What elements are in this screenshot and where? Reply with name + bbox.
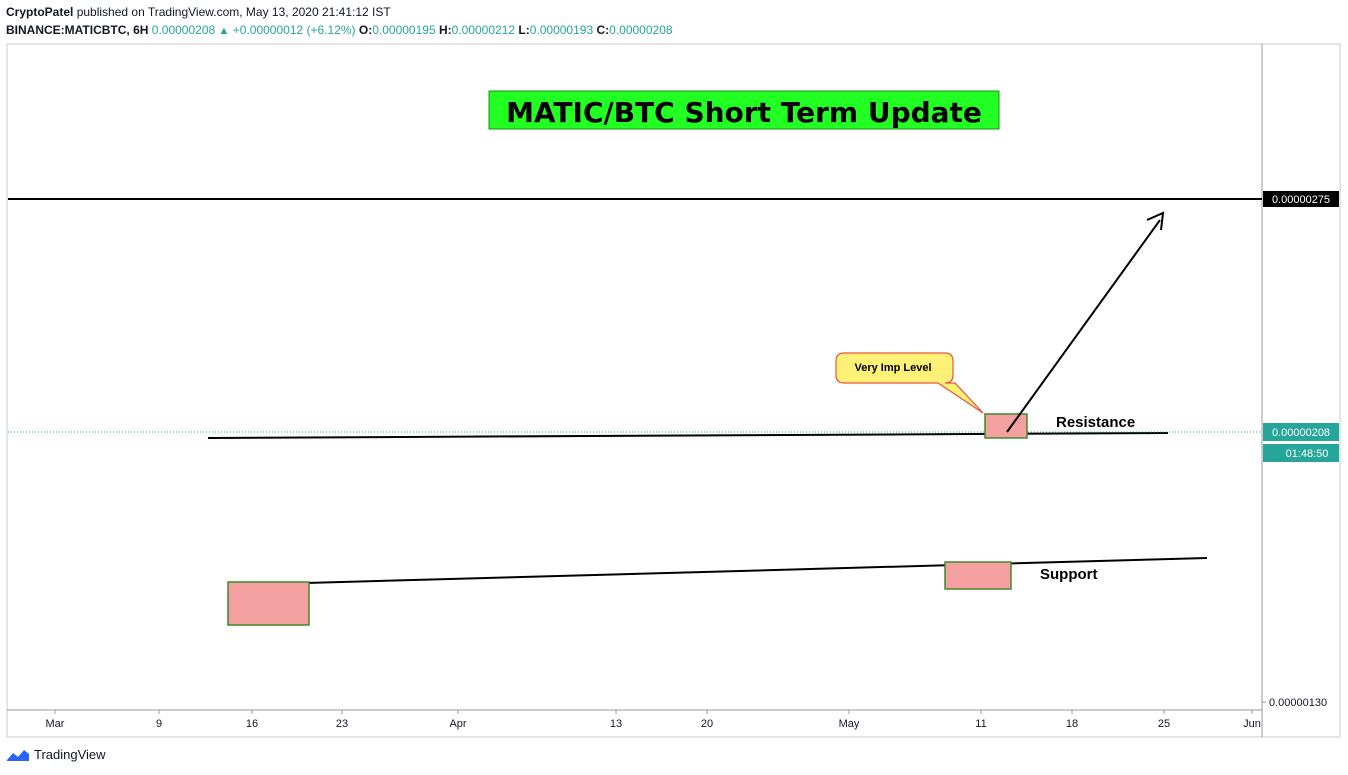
price-markers: 0.00000275 0.00000208 01:48:50 (1263, 191, 1339, 462)
chart-title: MATIC/BTC Short Term Update (506, 96, 982, 129)
current-price-label: 0.00000208 (1272, 427, 1330, 439)
open-label: O: (358, 23, 373, 37)
time-tick-label: May (839, 718, 860, 730)
target-price-marker[interactable] (1263, 191, 1339, 207)
support-label: Support (1040, 566, 1098, 583)
price-tick-label: 0.00000130 (1269, 697, 1327, 709)
publish-line: CryptoPatel published on TradingView.com… (6, 4, 673, 21)
time-axis[interactable]: Mar 9 16 23 Apr 13 20 May 11 18 25 Jun (46, 710, 1261, 730)
drawings-layer: MATIC/BTC Short Term Update Very Imp Lev… (8, 90, 1262, 626)
time-tick-label: 23 (336, 718, 348, 730)
chart-frame (6, 43, 1341, 738)
countdown-label: 01:48:50 (1286, 448, 1329, 460)
time-tick-label: Mar (46, 718, 65, 730)
price-axis[interactable]: 0.000001300.000001400.000001500.00000160… (1262, 0, 1327, 709)
publish-info: published on TradingView.com, May 13, 20… (76, 5, 391, 19)
countdown-marker (1263, 444, 1339, 462)
title-banner[interactable] (488, 90, 1000, 130)
support-zone-box-may[interactable] (944, 561, 1012, 590)
support-line[interactable] (269, 557, 1208, 585)
callout-bubble[interactable] (835, 352, 984, 414)
author-name[interactable]: CryptoPatel (6, 5, 74, 19)
target-price-label: 0.00000275 (1272, 194, 1330, 206)
time-tick-label: 13 (610, 718, 622, 730)
support-zone-box-march[interactable] (227, 581, 310, 626)
close-label: C: (596, 23, 610, 37)
low-value: 0.00000193 (529, 23, 594, 37)
time-tick-label: Apr (449, 718, 466, 730)
time-tick-label: 9 (156, 718, 162, 730)
resistance-label: Resistance (1056, 414, 1135, 431)
ohlc-line: BINANCE:MATICBTC, 6H 0.00000208 ▲ +0.000… (6, 22, 673, 40)
high-value: 0.00000212 (451, 23, 516, 37)
target-arrow-line[interactable] (1006, 219, 1161, 433)
time-tick-label: Jun (1243, 718, 1261, 730)
price-change: +0.00000012 (+6.12%) (232, 23, 356, 37)
time-tick-label: 20 (701, 718, 713, 730)
price-chart[interactable]: 0.000001300.000001400.000001500.00000160… (0, 0, 1348, 745)
chart-header: CryptoPatel published on TradingView.com… (6, 4, 673, 40)
close-value: 0.00000208 (609, 23, 673, 37)
open-value: 0.00000195 (372, 23, 436, 37)
symbol-label: BINANCE:MATICBTC, 6H (6, 23, 149, 37)
resistance-zone-box[interactable] (984, 413, 1028, 439)
time-tick-label: 18 (1066, 718, 1078, 730)
high-label: H: (438, 23, 452, 37)
tradingview-logo-icon (7, 749, 29, 761)
up-arrow-icon: ▲ (218, 25, 230, 37)
target-arrow-head-icon (1146, 211, 1165, 231)
callout-label: Very Imp Level (854, 362, 931, 374)
time-tick-label: 16 (246, 718, 258, 730)
time-tick-label: 11 (975, 718, 986, 730)
footer-brand[interactable]: TradingView (6, 747, 106, 762)
time-tick-label: 25 (1158, 718, 1170, 730)
footer-brand-label: TradingView (34, 747, 106, 762)
last-price: 0.00000208 (151, 23, 216, 37)
current-price-marker[interactable] (1263, 423, 1339, 441)
low-label: L: (518, 23, 530, 37)
